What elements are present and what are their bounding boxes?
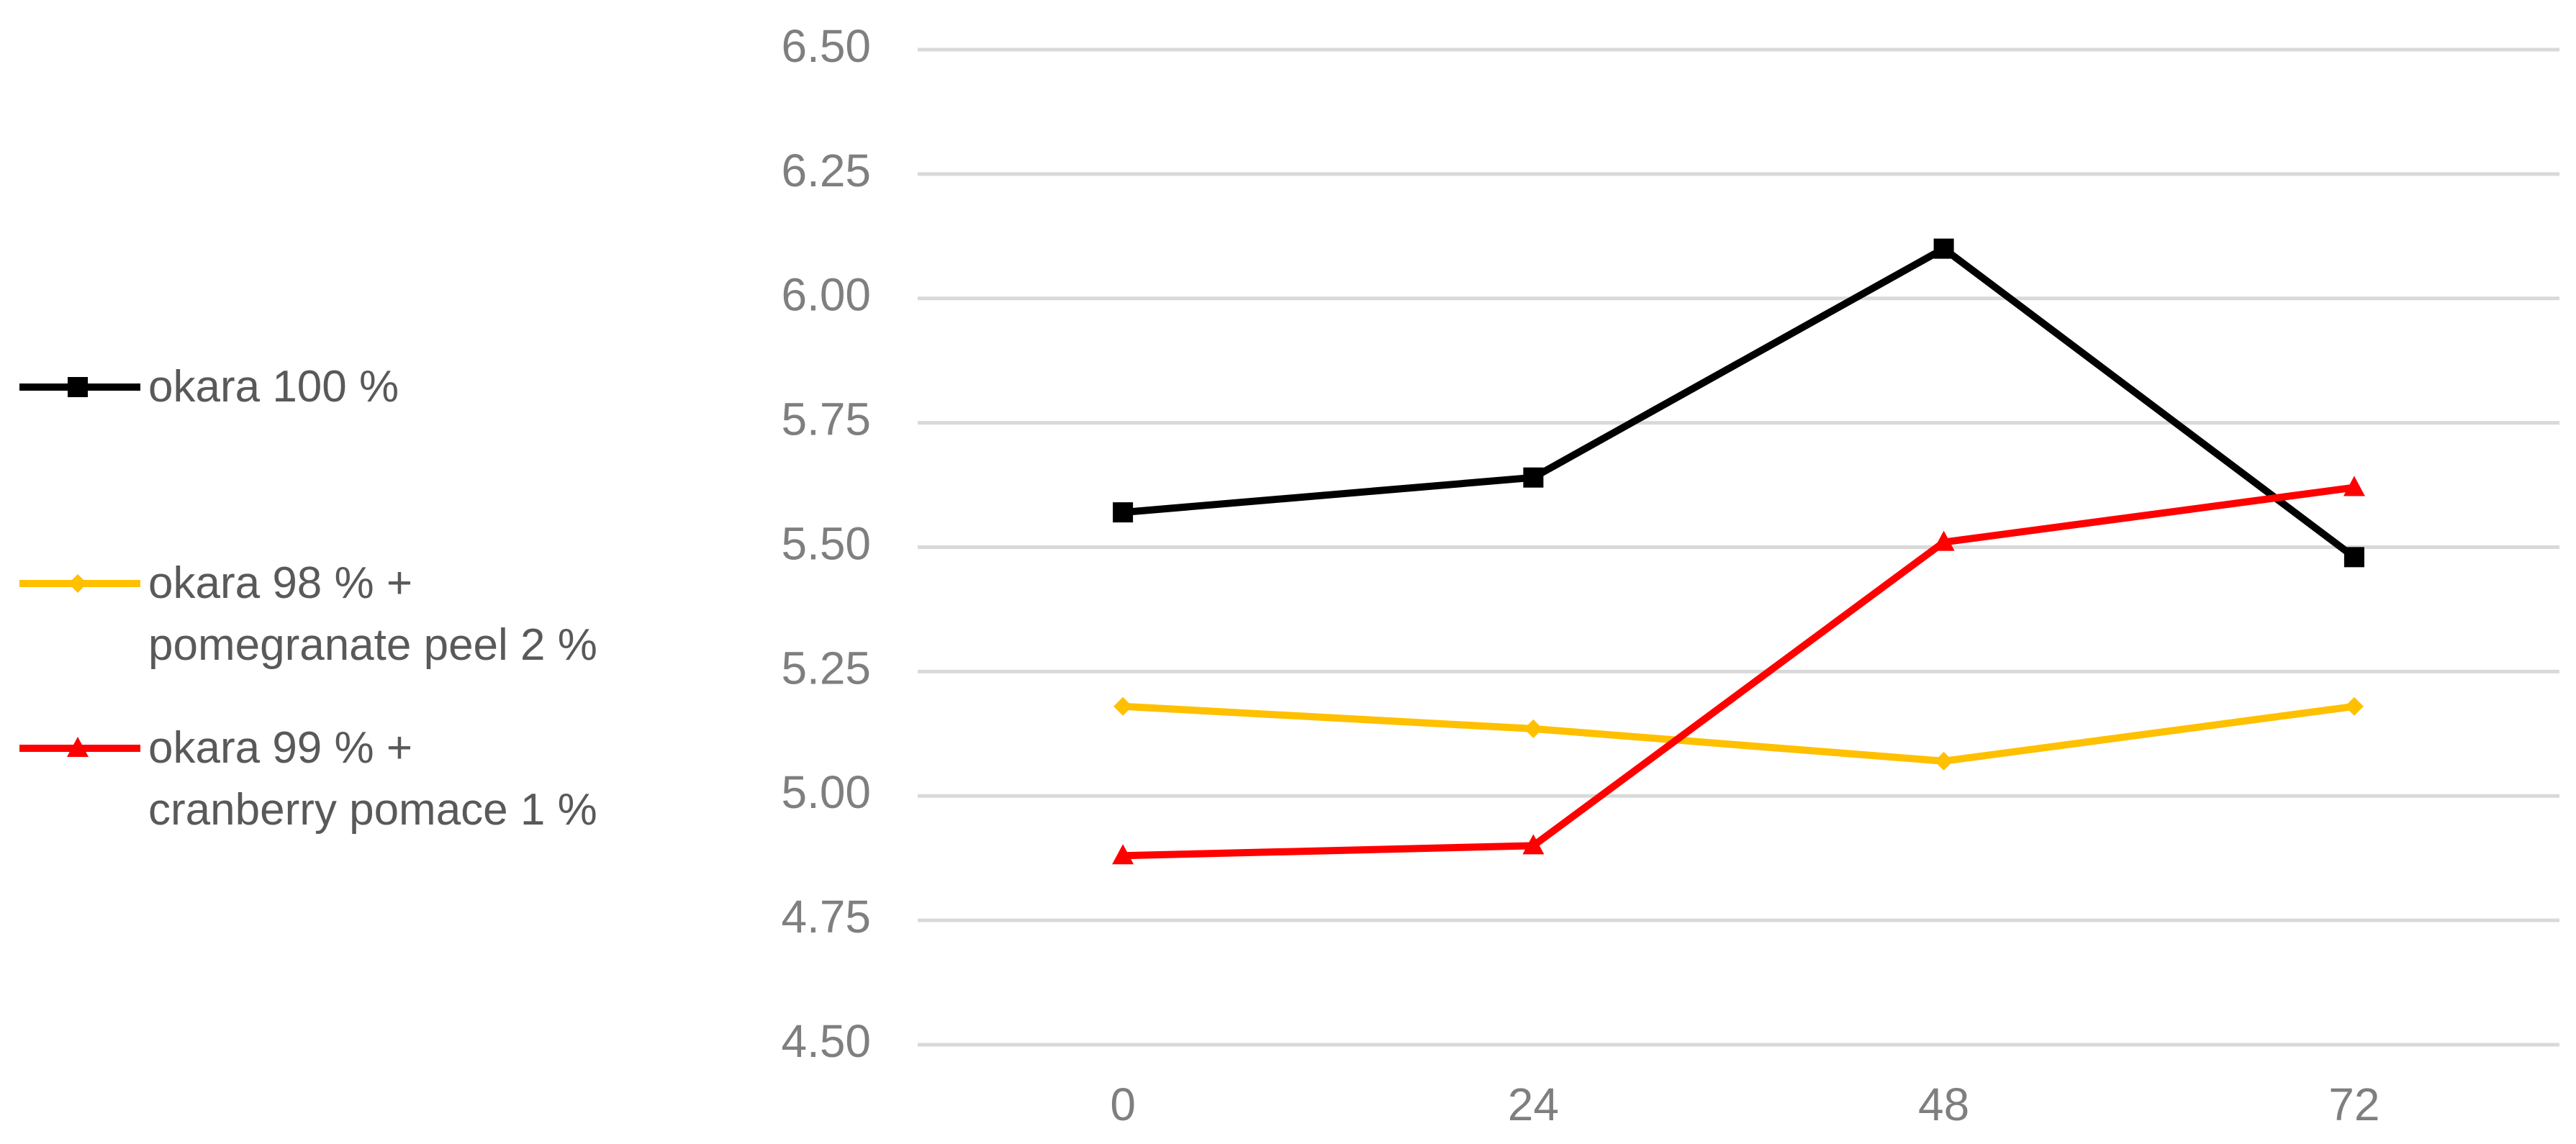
- marker: [1523, 467, 1544, 488]
- marker: [1933, 530, 1955, 551]
- series-line: [1123, 484, 2355, 860]
- y-tick-label: 4.50: [781, 1015, 871, 1067]
- x-tick-label: 0: [1110, 1079, 1136, 1130]
- marker: [2344, 696, 2364, 716]
- legend-label: okara 100 %: [148, 362, 399, 412]
- marker: [2344, 547, 2364, 568]
- series-line: [1122, 245, 2356, 560]
- y-tick-label: 5.75: [781, 394, 871, 445]
- x-tick-label: 72: [2328, 1079, 2380, 1130]
- legend-label: okara 99 % + cranberry pomace 1 %: [148, 723, 597, 835]
- marker: [1522, 834, 1545, 855]
- series-line: [1122, 702, 2355, 765]
- marker: [1112, 844, 1134, 865]
- y-tick-label: 5.25: [781, 642, 871, 694]
- y-tick-label: 4.75: [781, 891, 871, 943]
- x-tick-label: 24: [1508, 1079, 1559, 1130]
- marker: [1524, 719, 1543, 738]
- marker: [1934, 751, 1953, 771]
- y-tick-label: 6.00: [781, 269, 871, 321]
- marker: [1933, 238, 1954, 259]
- marker: [67, 737, 89, 757]
- marker: [2343, 476, 2365, 496]
- y-tick-label: 6.50: [781, 20, 871, 72]
- y-tick-label: 5.50: [781, 517, 871, 569]
- marker: [1113, 502, 1134, 523]
- legend-label: okara 98 % + pomegranate peel 2 %: [148, 558, 597, 670]
- y-tick-label: 6.25: [781, 145, 871, 196]
- x-tick-label: 48: [1918, 1079, 1969, 1130]
- marker: [68, 377, 88, 397]
- marker: [68, 574, 87, 593]
- y-tick-label: 5.00: [781, 766, 871, 818]
- marker: [1113, 696, 1133, 716]
